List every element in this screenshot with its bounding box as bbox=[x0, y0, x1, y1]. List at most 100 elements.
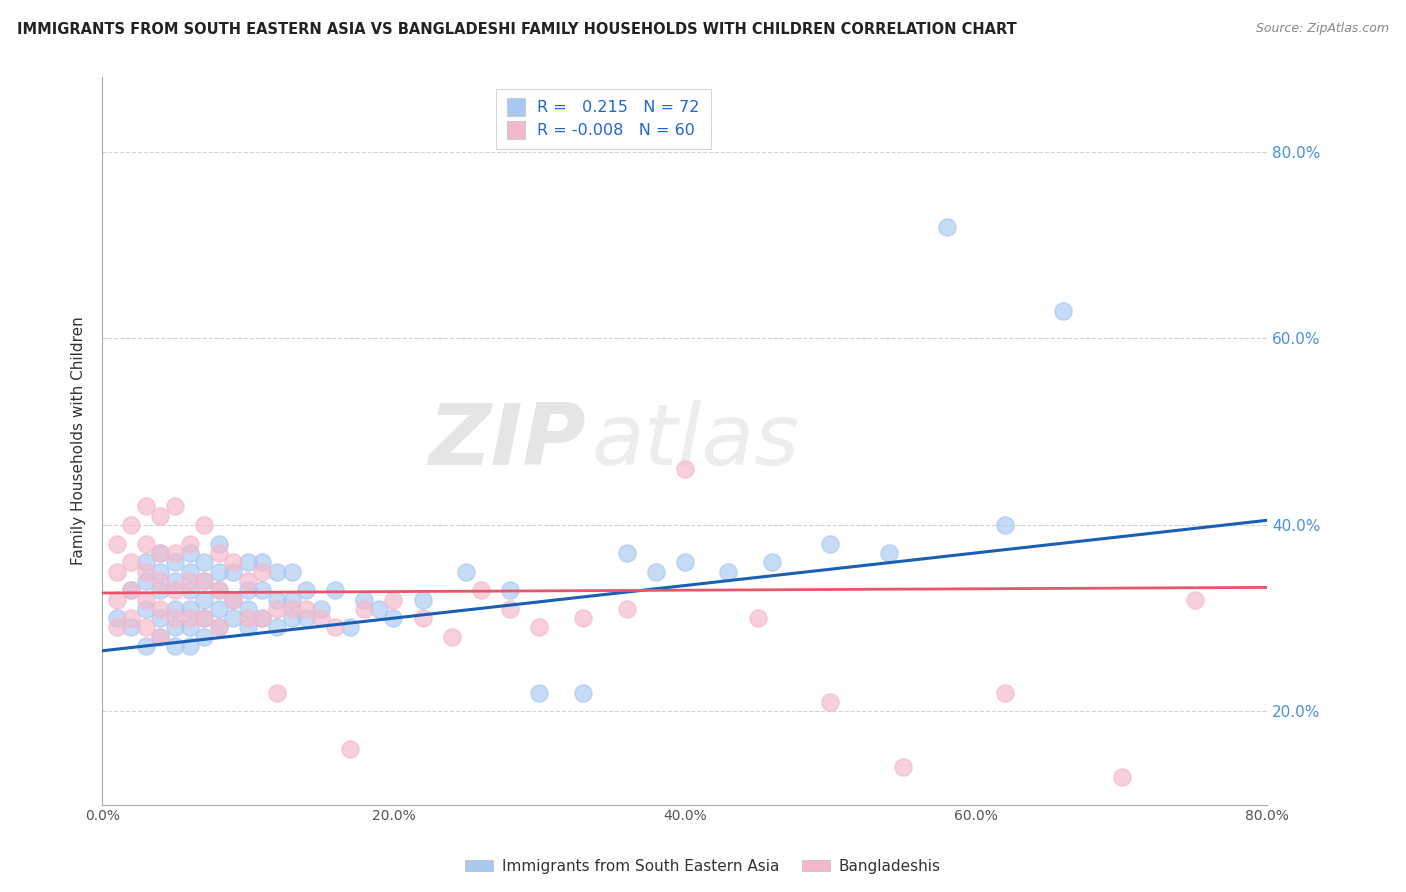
Point bbox=[149, 630, 172, 644]
Point bbox=[747, 611, 769, 625]
Point bbox=[163, 602, 186, 616]
Point bbox=[572, 686, 595, 700]
Point bbox=[179, 583, 201, 598]
Point bbox=[193, 611, 215, 625]
Point bbox=[236, 602, 259, 616]
Point bbox=[266, 565, 288, 579]
Point bbox=[163, 500, 186, 514]
Point bbox=[761, 555, 783, 569]
Point bbox=[149, 565, 172, 579]
Point bbox=[236, 555, 259, 569]
Point bbox=[236, 583, 259, 598]
Point bbox=[280, 611, 302, 625]
Point bbox=[236, 620, 259, 634]
Point bbox=[179, 536, 201, 550]
Point bbox=[673, 555, 696, 569]
Point bbox=[456, 565, 478, 579]
Point bbox=[208, 620, 231, 634]
Point bbox=[339, 741, 361, 756]
Point bbox=[252, 611, 274, 625]
Point bbox=[149, 508, 172, 523]
Point bbox=[149, 611, 172, 625]
Point bbox=[135, 555, 157, 569]
Point bbox=[527, 686, 550, 700]
Point bbox=[163, 611, 186, 625]
Point bbox=[994, 686, 1017, 700]
Point bbox=[236, 574, 259, 588]
Point bbox=[527, 620, 550, 634]
Legend: R =   0.215   N = 72, R = -0.008   N = 60: R = 0.215 N = 72, R = -0.008 N = 60 bbox=[496, 89, 711, 149]
Point bbox=[135, 536, 157, 550]
Point bbox=[891, 760, 914, 774]
Point bbox=[135, 500, 157, 514]
Point bbox=[120, 555, 142, 569]
Point bbox=[135, 602, 157, 616]
Point bbox=[193, 574, 215, 588]
Point bbox=[193, 555, 215, 569]
Point bbox=[105, 592, 128, 607]
Point bbox=[208, 620, 231, 634]
Point bbox=[208, 536, 231, 550]
Point bbox=[208, 565, 231, 579]
Point bbox=[179, 611, 201, 625]
Point bbox=[120, 517, 142, 532]
Point bbox=[105, 565, 128, 579]
Point bbox=[149, 583, 172, 598]
Point bbox=[149, 630, 172, 644]
Point bbox=[222, 611, 245, 625]
Point bbox=[222, 592, 245, 607]
Point bbox=[193, 574, 215, 588]
Point bbox=[412, 611, 434, 625]
Point bbox=[820, 695, 842, 709]
Point bbox=[120, 583, 142, 598]
Point bbox=[717, 565, 740, 579]
Point bbox=[877, 546, 900, 560]
Point bbox=[179, 639, 201, 653]
Point bbox=[163, 546, 186, 560]
Point bbox=[382, 592, 405, 607]
Point bbox=[135, 565, 157, 579]
Point bbox=[135, 574, 157, 588]
Point bbox=[440, 630, 463, 644]
Point bbox=[149, 546, 172, 560]
Point bbox=[1111, 770, 1133, 784]
Point bbox=[323, 583, 346, 598]
Point bbox=[193, 630, 215, 644]
Text: Source: ZipAtlas.com: Source: ZipAtlas.com bbox=[1256, 22, 1389, 36]
Point bbox=[149, 546, 172, 560]
Point bbox=[616, 602, 638, 616]
Point bbox=[252, 611, 274, 625]
Point bbox=[120, 583, 142, 598]
Point bbox=[179, 602, 201, 616]
Point bbox=[236, 611, 259, 625]
Point bbox=[163, 620, 186, 634]
Point bbox=[1184, 592, 1206, 607]
Point bbox=[994, 517, 1017, 532]
Point bbox=[368, 602, 391, 616]
Legend: Immigrants from South Eastern Asia, Bangladeshis: Immigrants from South Eastern Asia, Bang… bbox=[460, 853, 946, 880]
Point bbox=[280, 602, 302, 616]
Point bbox=[266, 592, 288, 607]
Point bbox=[280, 565, 302, 579]
Point bbox=[193, 592, 215, 607]
Point bbox=[323, 620, 346, 634]
Point bbox=[572, 611, 595, 625]
Y-axis label: Family Households with Children: Family Households with Children bbox=[72, 317, 86, 566]
Point bbox=[208, 583, 231, 598]
Point bbox=[179, 574, 201, 588]
Point bbox=[149, 574, 172, 588]
Point bbox=[149, 602, 172, 616]
Point bbox=[208, 602, 231, 616]
Point bbox=[163, 574, 186, 588]
Point bbox=[163, 555, 186, 569]
Point bbox=[412, 592, 434, 607]
Point bbox=[470, 583, 492, 598]
Point bbox=[252, 583, 274, 598]
Point bbox=[266, 602, 288, 616]
Point bbox=[208, 583, 231, 598]
Point bbox=[179, 546, 201, 560]
Point bbox=[222, 555, 245, 569]
Point bbox=[135, 592, 157, 607]
Point bbox=[935, 219, 957, 234]
Point bbox=[266, 620, 288, 634]
